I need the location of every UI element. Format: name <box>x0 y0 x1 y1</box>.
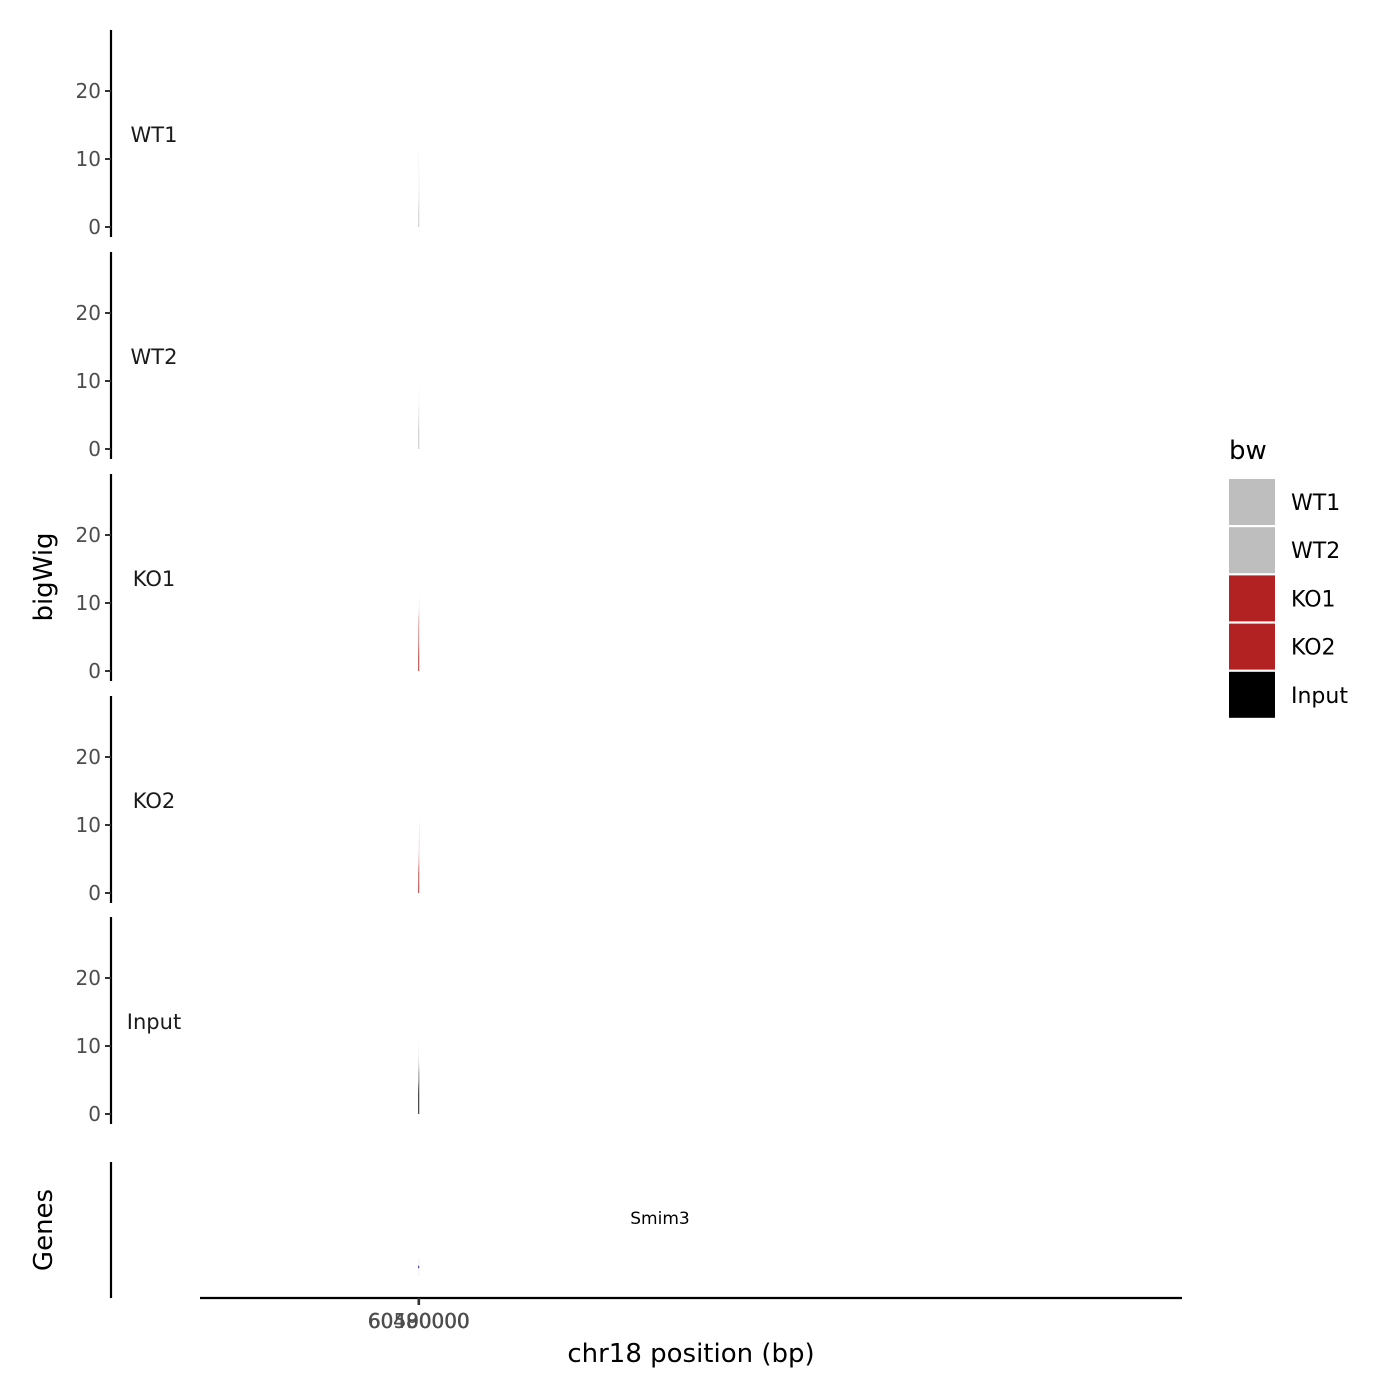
gene-label: Smim3 <box>630 1209 689 1229</box>
legend: bw WT1 WT2 KO1 KO2 Input <box>1229 436 1348 718</box>
y-tick-label: 10 <box>76 147 101 171</box>
x-tick-label: 60500000 <box>368 1309 470 1333</box>
track-input: 0 10 20 Input <box>76 917 420 1126</box>
legend-swatch <box>1229 527 1275 574</box>
y-tick-label: 10 <box>76 813 101 837</box>
tracks-group: 0 10 20 WT1 0 10 20 WT2 0 10 20 KO1 0 10 20 KO2 0 10 20 Inp… <box>76 30 420 1126</box>
track-wt2: 0 10 20 WT2 <box>76 252 420 461</box>
legend-item-ko2: KO2 <box>1229 623 1336 670</box>
x-tick-label: 60480000 <box>368 1309 470 1333</box>
coverage-area-ko1 <box>418 535 420 671</box>
y-tick-label: 0 <box>88 1102 101 1126</box>
genes-axis-title: Genes <box>29 1189 59 1271</box>
y-tick-label: 20 <box>76 79 101 103</box>
track-ko1: 0 10 20 KO1 <box>76 474 420 683</box>
legend-swatch <box>1229 479 1275 525</box>
legend-label: WT1 <box>1291 491 1340 516</box>
y-tick-label: 0 <box>88 659 101 683</box>
track-label: WT2 <box>131 345 178 369</box>
y-tick-label: 20 <box>76 966 101 990</box>
track-label: Input <box>127 1010 181 1034</box>
track-ko2: 0 10 20 KO2 <box>76 696 420 905</box>
y-tick-label: 20 <box>76 301 101 325</box>
legend-label: KO1 <box>1291 587 1336 612</box>
y-tick-label: 0 <box>88 437 101 461</box>
track-label: KO2 <box>133 789 176 813</box>
y-tick-label: 0 <box>88 215 101 239</box>
coverage-area-wt1 <box>418 43 420 228</box>
legend-item-wt1: WT1 <box>1229 479 1340 525</box>
coverage-area-ko2 <box>418 736 420 893</box>
legend-swatch <box>1229 671 1275 718</box>
y-axis-title: bigWig <box>29 532 59 621</box>
track-label: KO1 <box>133 567 176 591</box>
coverage-area-input <box>418 1025 420 1114</box>
legend-swatch <box>1229 575 1275 622</box>
track-wt1: 0 10 20 WT1 <box>76 30 420 239</box>
y-tick-label: 10 <box>76 1034 101 1058</box>
x-axis-title: chr18 position (bp) <box>567 1339 814 1369</box>
legend-title: bw <box>1229 436 1267 466</box>
y-tick-label: 20 <box>76 523 101 547</box>
track-label: WT1 <box>131 123 178 147</box>
legend-swatch <box>1229 623 1275 670</box>
legend-item-ko1: KO1 <box>1229 575 1336 622</box>
y-tick-label: 20 <box>76 745 101 769</box>
legend-label: KO2 <box>1291 636 1336 661</box>
x-tick-label: 60490000 <box>368 1309 470 1333</box>
legend-item-input: Input <box>1229 671 1348 718</box>
y-tick-label: 10 <box>76 591 101 615</box>
coverage-area-wt2 <box>418 319 420 449</box>
legend-label: WT2 <box>1291 539 1340 564</box>
legend-label: Input <box>1291 684 1348 709</box>
y-tick-label: 10 <box>76 369 101 393</box>
y-tick-label: 0 <box>88 881 101 905</box>
legend-item-wt2: WT2 <box>1229 527 1340 574</box>
gene-panel: Smim3 <box>109 1162 690 1298</box>
